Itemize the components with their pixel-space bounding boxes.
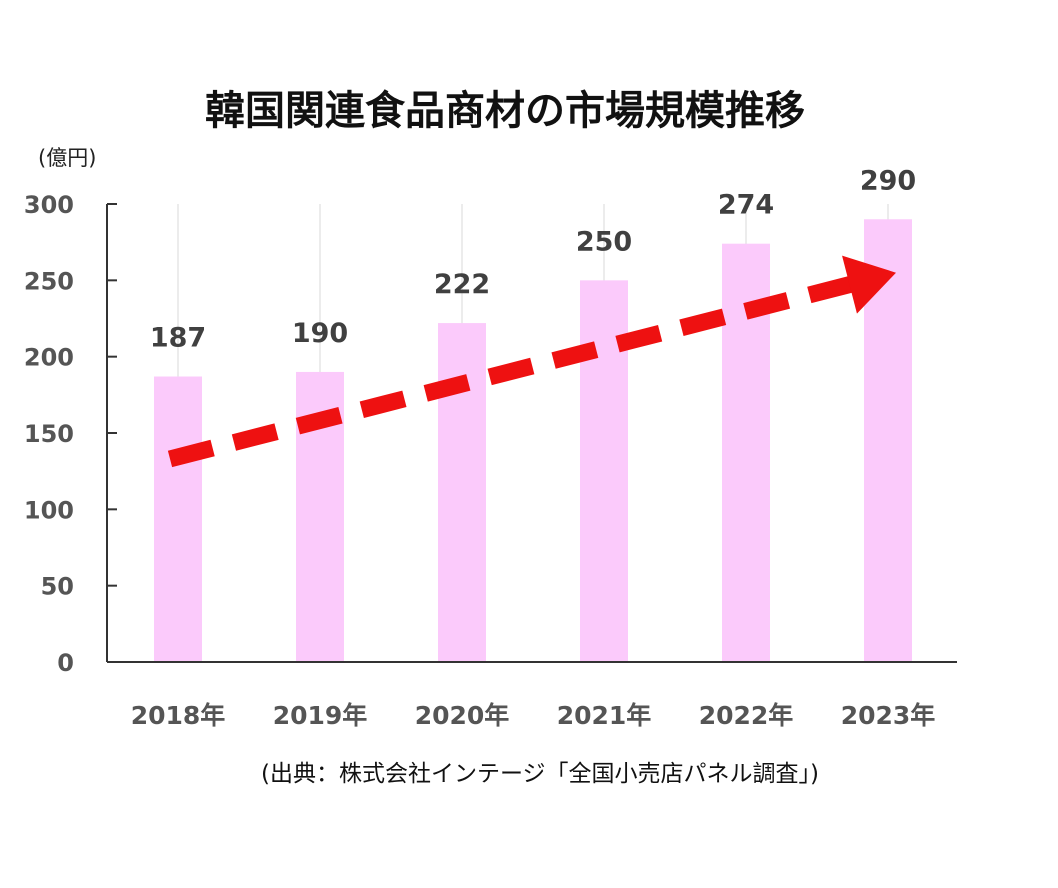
data-label: 190: [292, 318, 348, 349]
y-tick-label: 100: [24, 496, 74, 524]
source-note: (出典：株式会社インテージ「全国小売店パネル調査」): [261, 761, 819, 787]
y-tick-labels: 0 50 100 150 200 250 300: [24, 191, 74, 677]
data-label: 250: [576, 226, 632, 257]
x-tick-label: 2022年: [699, 701, 794, 730]
trend-arrow: [167, 255, 896, 468]
data-label: 274: [718, 190, 774, 221]
x-tick-label: 2019年: [273, 701, 368, 730]
data-label: 290: [860, 165, 916, 196]
y-tick-label: 250: [24, 267, 74, 295]
x-tick-label: 2021年: [557, 701, 652, 730]
x-tick-label: 2018年: [131, 701, 226, 730]
axes: [106, 203, 957, 663]
y-tick-label: 150: [24, 420, 74, 448]
bar-2020年: [438, 323, 486, 662]
x-tick-label: 2023年: [841, 701, 936, 730]
chart-title: 韓国関連食品商材の市場規模推移: [205, 88, 805, 134]
grid-lines: [177, 204, 889, 662]
data-label: 222: [434, 269, 490, 300]
y-tick-label: 300: [24, 191, 74, 219]
y-tick-label: 200: [24, 344, 74, 372]
trend-arrow-shaft: [167, 275, 856, 468]
y-axis-unit-label: (億円): [38, 146, 96, 170]
trend-arrow-head: [842, 255, 896, 314]
x-tick-label: 2020年: [415, 701, 510, 730]
y-tick-label: 0: [57, 649, 74, 677]
y-tick-label: 50: [41, 573, 74, 601]
data-labels: 187 190 222 250 274 290: [150, 165, 916, 353]
data-label: 187: [150, 323, 206, 354]
bar-2018年: [154, 376, 202, 662]
x-tick-labels: 2018年 2019年 2020年 2021年 2022年 2023年: [131, 701, 936, 730]
